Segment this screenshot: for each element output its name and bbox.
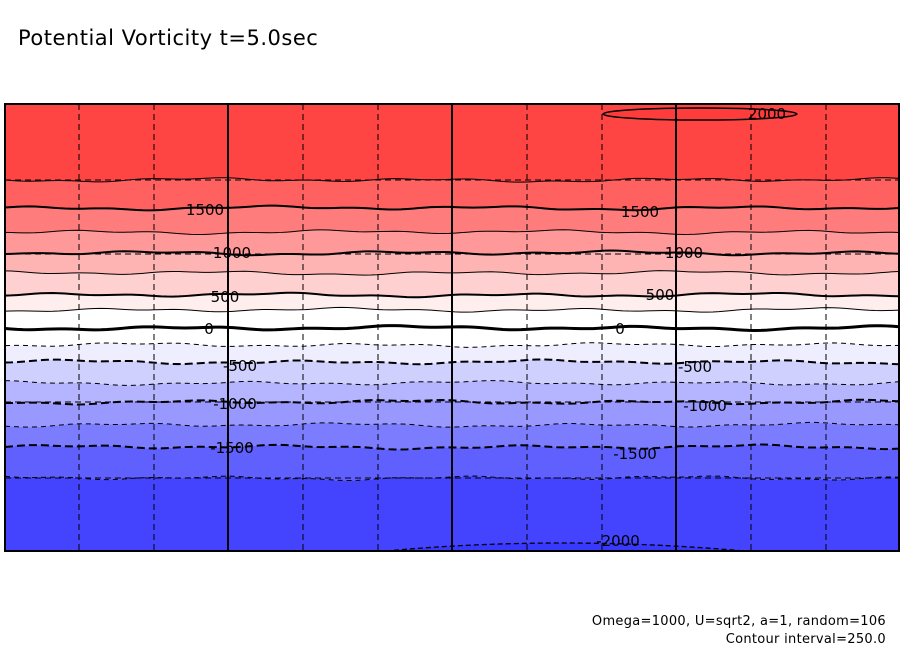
contour-line-750 bbox=[4, 270, 900, 276]
contour-label: 0 bbox=[204, 320, 214, 338]
contour-line-1000 bbox=[4, 249, 900, 257]
chart-title: Potential Vorticity t=5.0sec bbox=[18, 26, 319, 50]
contour-2000-negative bbox=[385, 542, 746, 552]
plot-frame bbox=[4, 103, 900, 552]
contour-label: 500 bbox=[646, 286, 675, 304]
contour-line-1500 bbox=[4, 204, 900, 212]
contour-line-1750 bbox=[4, 177, 900, 183]
contour-label: 1000 bbox=[665, 244, 703, 262]
contour-label: 1500 bbox=[621, 203, 659, 221]
contour-interval-note: Contour interval=250.0 bbox=[725, 632, 886, 647]
contour-label: -2000 bbox=[596, 532, 640, 550]
contour-line-1250 bbox=[4, 229, 900, 236]
contour-line--500 bbox=[4, 358, 900, 366]
contour-label: 1000 bbox=[213, 244, 251, 262]
contour-line-500 bbox=[4, 291, 900, 299]
parameters-note: Omega=1000, U=sqrt2, a=1, random=106 bbox=[591, 614, 886, 629]
contour-label: 2000 bbox=[748, 105, 786, 123]
contour-label: 1500 bbox=[186, 201, 224, 219]
contour-label: 500 bbox=[211, 288, 240, 306]
contour-label: 0 bbox=[615, 320, 625, 338]
contour-line-0 bbox=[4, 324, 900, 333]
contour-label: -500 bbox=[678, 358, 712, 376]
contour-line-250 bbox=[4, 306, 900, 313]
contour-2000-positive bbox=[602, 107, 798, 121]
contour-label: -500 bbox=[223, 357, 257, 375]
contour-label: -1000 bbox=[683, 397, 727, 415]
contour-label: -1000 bbox=[213, 395, 257, 413]
contour-label: -1500 bbox=[613, 445, 657, 463]
contour-label: -1500 bbox=[210, 439, 254, 457]
contour-line--1000 bbox=[4, 398, 900, 406]
contour-line--1500 bbox=[4, 443, 900, 451]
